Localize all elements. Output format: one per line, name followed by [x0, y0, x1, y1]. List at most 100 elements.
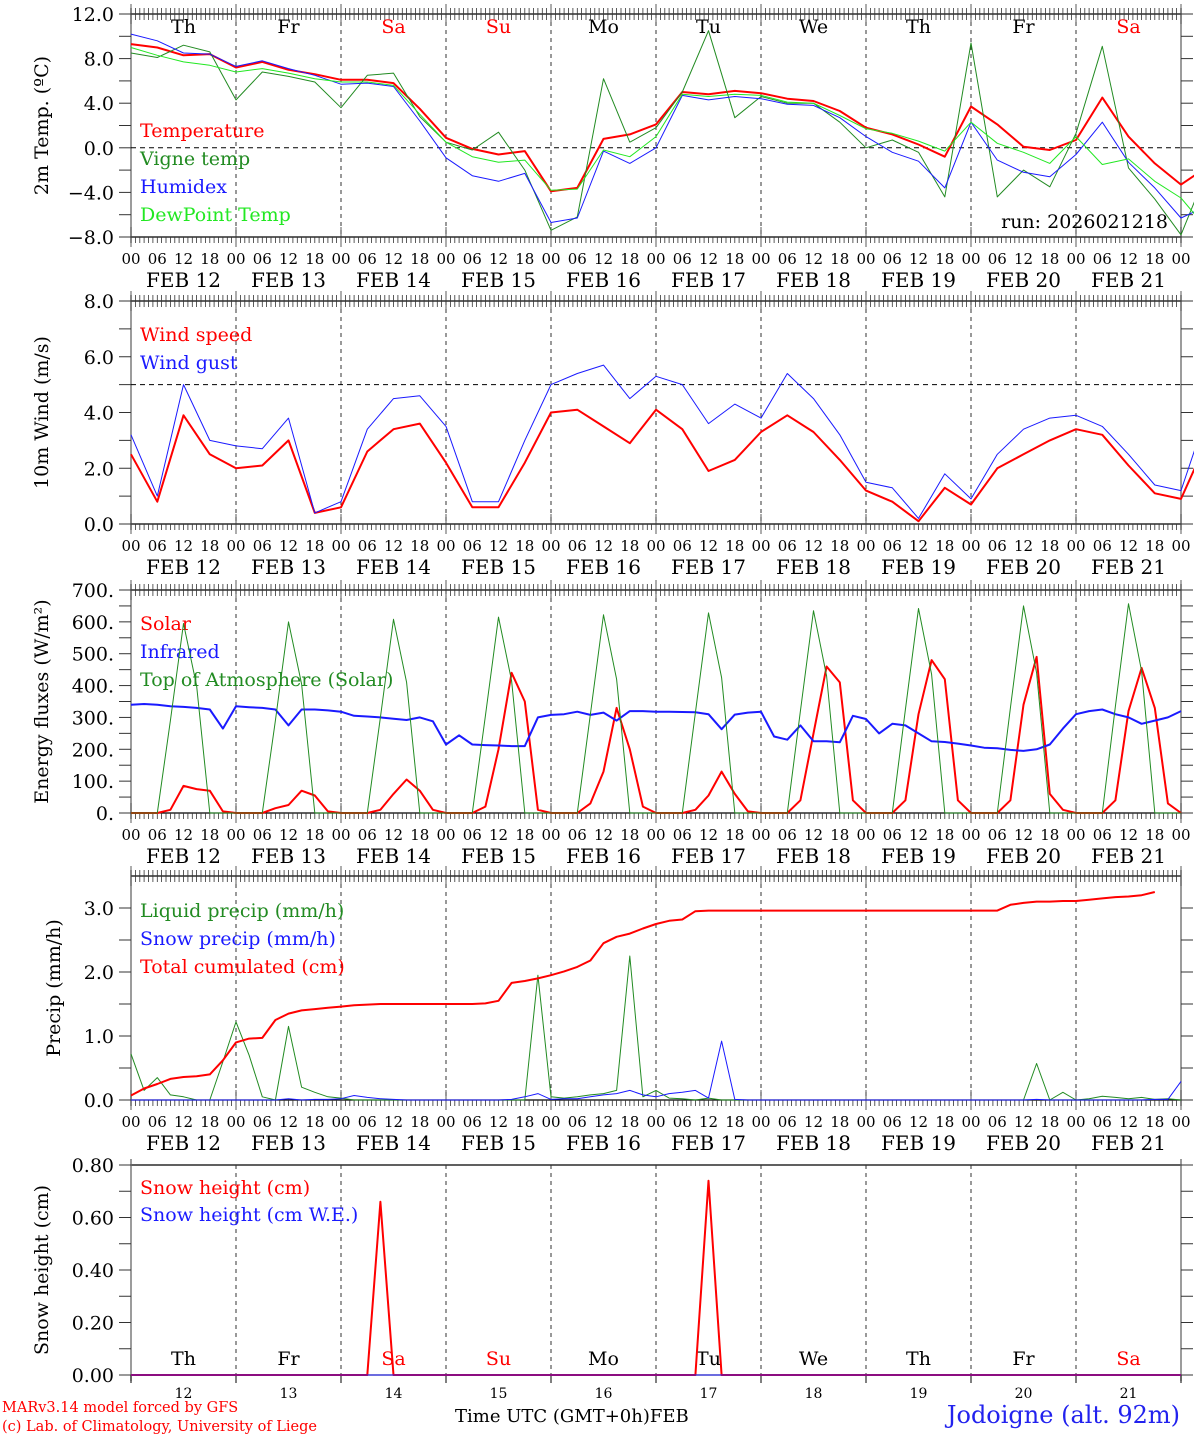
- hour-tick-label: 18: [620, 537, 639, 555]
- date-label: FEB 21: [1091, 268, 1166, 292]
- weekday-label: Th: [906, 1348, 931, 1370]
- x-day-ticks: [130, 1375, 1182, 1383]
- hour-tick-label: 12: [384, 1113, 403, 1131]
- hour-tick-label: 18: [515, 826, 534, 844]
- hour-tick-label: 12: [1014, 537, 1033, 555]
- date-label: FEB 14: [356, 844, 431, 868]
- hour-tick-label: 18: [1145, 537, 1164, 555]
- hour-tick-label: 00: [751, 826, 770, 844]
- hour-tick-label: 18: [725, 250, 744, 268]
- legend-entry: Humidex: [140, 176, 227, 198]
- hour-tick-label: 12: [804, 1113, 823, 1131]
- series-line-temp-3: [130, 47, 1194, 215]
- hour-tick-label: 12: [279, 537, 298, 555]
- hour-tick-label: 06: [568, 1113, 587, 1131]
- hour-tick-label: 06: [463, 1113, 482, 1131]
- hour-tick-label: 00: [961, 1113, 980, 1131]
- hour-tick-label: 12: [279, 250, 298, 268]
- weekday-label: Th: [171, 1348, 196, 1370]
- hour-tick-label: 00: [751, 537, 770, 555]
- date-label: FEB 12: [146, 555, 221, 579]
- date-label: FEB 18: [776, 555, 851, 579]
- date-label: FEB 21: [1091, 844, 1166, 868]
- weekday-label: Su: [486, 16, 511, 38]
- hour-tick-label: 06: [253, 537, 272, 555]
- hour-tick-label: 18: [935, 826, 954, 844]
- hour-tick-label: 06: [673, 826, 692, 844]
- hour-tick-label: 00: [961, 250, 980, 268]
- hour-tick-label: 18: [1040, 1113, 1059, 1131]
- date-label: FEB 13: [251, 268, 326, 292]
- hour-tick-label: 18: [305, 826, 324, 844]
- day-number-label: 13: [280, 1386, 298, 1402]
- model-credit: MARv3.14 model forced by GFS: [2, 1400, 239, 1416]
- hour-tick-label: 00: [856, 537, 875, 555]
- hour-tick-label: 12: [489, 250, 508, 268]
- y-tick-label: 0.60: [72, 1208, 114, 1230]
- hour-tick-label: 18: [1145, 1113, 1164, 1131]
- hour-tick-label: 12: [1119, 826, 1138, 844]
- hour-tick-label: 06: [778, 1113, 797, 1131]
- y-tick-label: 2.0: [84, 458, 114, 480]
- hour-tick-label: 18: [830, 826, 849, 844]
- hour-tick-label: 06: [253, 1113, 272, 1131]
- date-label: FEB 19: [881, 555, 956, 579]
- hour-tick-label: 12: [174, 250, 193, 268]
- hour-tick-label: 18: [515, 537, 534, 555]
- hour-tick-label: 00: [646, 250, 665, 268]
- hour-tick-label: 00: [436, 537, 455, 555]
- date-label: FEB 13: [251, 1131, 326, 1155]
- date-label: FEB 20: [986, 555, 1061, 579]
- date-label: FEB 17: [671, 268, 746, 292]
- hour-tick-label: 00: [856, 250, 875, 268]
- date-label: FEB 19: [881, 1131, 956, 1155]
- hour-tick-label: 12: [1119, 250, 1138, 268]
- hour-tick-label: 12: [384, 826, 403, 844]
- hour-tick-label: 00: [541, 826, 560, 844]
- y-tick-label: 0.0: [84, 138, 114, 160]
- hour-tick-label: 12: [699, 1113, 718, 1131]
- hour-tick-label: 12: [909, 250, 928, 268]
- hour-tick-label: 00: [646, 826, 665, 844]
- hour-tick-label: 06: [1093, 537, 1112, 555]
- y-axis-label: 2m Temp. (ºC): [31, 56, 53, 195]
- hour-tick-label: 00: [1066, 537, 1085, 555]
- weekday-label: Sa: [381, 1348, 405, 1370]
- y-tick-label: 0.0: [84, 1090, 114, 1112]
- hour-tick-label: 12: [489, 1113, 508, 1131]
- hour-tick-label: 06: [1093, 250, 1112, 268]
- hour-tick-label: 06: [673, 1113, 692, 1131]
- weekday-label: Th: [906, 16, 931, 38]
- hour-tick-label: 06: [463, 826, 482, 844]
- hour-tick-label: 00: [751, 250, 770, 268]
- hour-tick-label: 12: [594, 537, 613, 555]
- legend-entry: DewPoint Temp: [140, 204, 291, 226]
- hour-tick-label: 18: [305, 1113, 324, 1131]
- weekday-label: Su: [486, 1348, 511, 1370]
- hour-tick-label: 18: [725, 826, 744, 844]
- hour-tick-label: 18: [1145, 826, 1164, 844]
- hour-tick-label: 00: [961, 826, 980, 844]
- legend-entry: Total cumulated (cm): [140, 956, 345, 978]
- y-tick-label: 300.: [72, 707, 114, 729]
- series-line-temp-1: [130, 30, 1194, 236]
- legend-entry: Solar: [140, 613, 192, 635]
- hour-tick-label: 00: [1066, 1113, 1085, 1131]
- y-tick-label: 6.0: [84, 347, 114, 369]
- date-label: FEB 17: [671, 844, 746, 868]
- hour-tick-label: 18: [410, 826, 429, 844]
- hour-tick-label: 06: [358, 826, 377, 844]
- hour-tick-label: 12: [804, 826, 823, 844]
- energy-panel: 700. 600. 500. 400. 300. 200. 100. 0. Energy flu…: [31, 580, 1193, 868]
- hour-tick-label: 00: [331, 826, 350, 844]
- hour-tick-label: 06: [568, 250, 587, 268]
- hour-tick-label: 06: [883, 537, 902, 555]
- hour-tick-label: 06: [568, 826, 587, 844]
- hour-tick-label: 00: [856, 826, 875, 844]
- hour-tick-label: 00: [121, 826, 140, 844]
- station-name: Jodoigne (alt. 92m): [946, 1401, 1180, 1429]
- y-tick-label: 0.20: [72, 1313, 114, 1335]
- hour-tick-label: 18: [305, 250, 324, 268]
- hour-tick-label: 18: [725, 537, 744, 555]
